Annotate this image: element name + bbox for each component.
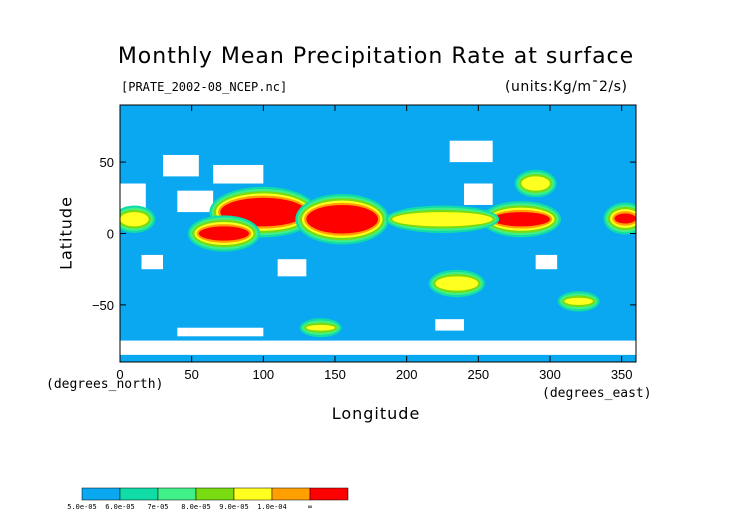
dry-region [535, 254, 558, 270]
x-tick-label: 150 [324, 367, 346, 382]
dry-region [177, 327, 264, 337]
x-axis-units: (degrees_east) [542, 386, 652, 401]
dry-region [435, 319, 464, 331]
chart-title: Monthly Mean Precipitation Rate at surfa… [117, 44, 635, 69]
colorbar-label: 9.0e-05 [219, 503, 249, 511]
colorbar-swatch [271, 487, 311, 501]
colorbar-swatch [157, 487, 197, 501]
dry-region [277, 259, 307, 277]
precip-region [614, 213, 636, 224]
precip-region [392, 212, 493, 227]
precip-region [306, 204, 378, 234]
colorbar-label: 7e-05 [147, 503, 168, 511]
colorbar-swatch [119, 487, 159, 501]
file-label: [PRATE_2002-08_NCEP.nc] [121, 80, 288, 94]
colorbar-swatch [195, 487, 235, 501]
y-axis-units: (degrees_north) [46, 377, 164, 392]
dry-region [449, 140, 493, 163]
precip-region [306, 324, 335, 331]
dry-region [213, 164, 264, 184]
x-tick-label: 350 [611, 367, 633, 382]
colorbar-swatch [81, 487, 121, 501]
colorbar: 5.0e-05 6.0e-05 7e-05 8.0e-05 9.0e-05 1.0e-04… [67, 487, 349, 511]
x-axis-label: Longitude [331, 404, 421, 423]
dry-region [120, 340, 636, 355]
precip-region [435, 276, 479, 291]
x-tick-label: 0 [116, 367, 123, 382]
x-tick-label: 50 [184, 367, 198, 382]
y-tick-label: 0 [107, 227, 114, 242]
dry-region [464, 183, 493, 205]
precip-region [492, 212, 550, 227]
colorbar-label: 6.0e-05 [105, 503, 135, 511]
colorbar-label: 8.0e-05 [181, 503, 211, 511]
colorbar-swatch [309, 487, 349, 501]
y-tick-label: −50 [92, 298, 114, 313]
precip-region [564, 297, 594, 305]
colorbar-label: 5.0e-05 [67, 503, 97, 511]
units-label: (units:Kg/m¯2/s) [505, 79, 628, 95]
dry-region [177, 190, 214, 213]
colorbar-label: ∞ [308, 503, 312, 511]
x-tick-label: 100 [252, 367, 274, 382]
precip-region [521, 176, 551, 191]
colorbar-label: 1.0e-04 [257, 503, 287, 511]
x-tick-label: 250 [467, 367, 489, 382]
x-tick-label: 300 [539, 367, 561, 382]
dry-region [163, 154, 199, 177]
map-layer [120, 105, 636, 362]
dry-region [141, 254, 163, 270]
axes-layer: 0 50 100 150 200 250 300 350 50 0 −50 [92, 104, 637, 382]
y-tick-label: 50 [100, 155, 114, 170]
x-tick-label: 200 [396, 367, 418, 382]
precip-region [120, 212, 149, 227]
colorbar-swatch [233, 487, 273, 501]
precip-region [198, 226, 250, 241]
